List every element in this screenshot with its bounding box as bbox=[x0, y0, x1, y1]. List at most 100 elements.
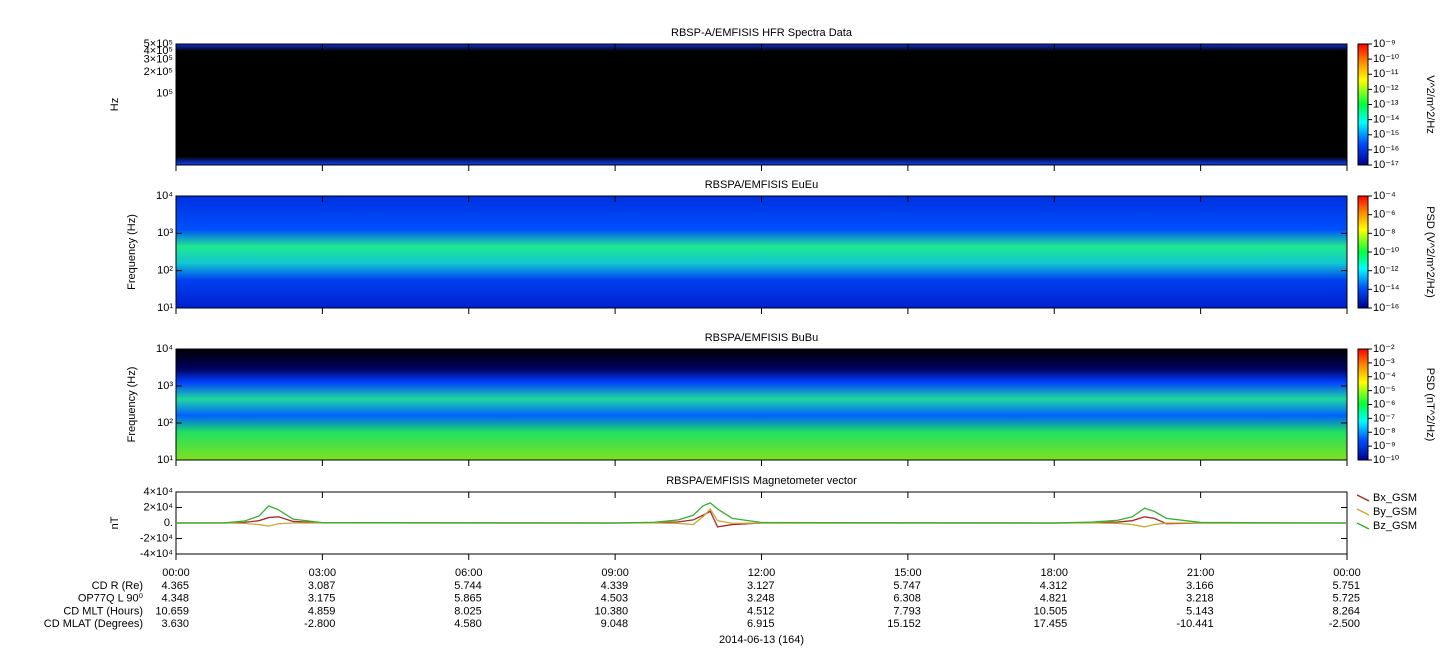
ephemeris-value: -2.500 bbox=[1329, 618, 1360, 630]
ephemeris-value: 9.048 bbox=[601, 618, 629, 630]
y-tick-label: 10⁵ bbox=[156, 88, 173, 100]
ephemeris-value: 5.143 bbox=[1186, 605, 1214, 617]
colorbar-tick-label: 10⁻¹² bbox=[1373, 265, 1399, 277]
y-tick-label: 2×10⁴ bbox=[143, 501, 173, 513]
colorbar-tick-label: 10⁻¹⁶ bbox=[1373, 302, 1399, 314]
y-axis-label: nT bbox=[109, 516, 121, 529]
y-tick-label: 10⁴ bbox=[156, 343, 173, 355]
ephemeris-value: 6.308 bbox=[893, 593, 921, 605]
colorbar-tick-label: 10⁻⁸ bbox=[1373, 426, 1396, 438]
x-tick-label: 18:00 bbox=[1040, 567, 1068, 579]
colorbar-label: PSD (nT^2/Hz) bbox=[1424, 368, 1436, 442]
legend-label: Bz_GSM bbox=[1373, 520, 1417, 532]
panel-title: RBSPA/EMFISIS Magnetometer vector bbox=[666, 475, 857, 487]
legend-swatch bbox=[1356, 508, 1370, 516]
ephemeris-value: 5.725 bbox=[1332, 593, 1360, 605]
y-tick-label: 0. bbox=[164, 517, 173, 529]
y-tick-label: 4×10⁵ bbox=[144, 45, 173, 57]
colorbar-tick-label: 10⁻¹² bbox=[1373, 83, 1399, 95]
colorbar-tick-label: 10⁻¹⁴ bbox=[1373, 283, 1400, 295]
ephemeris-label: CD MLAT (Degrees) bbox=[44, 618, 143, 630]
ephemeris-value: 4.859 bbox=[308, 605, 336, 617]
panel-title: RBSPA/EMFISIS EuEu bbox=[705, 179, 819, 191]
ephemeris-value: 15.152 bbox=[887, 618, 921, 630]
ephemeris-value: 10.659 bbox=[155, 605, 189, 617]
colorbar-tick-label: 10⁻⁴ bbox=[1373, 190, 1396, 202]
ephemeris-value: 3.248 bbox=[747, 593, 775, 605]
ephemeris-value: 5.747 bbox=[893, 580, 921, 592]
ephemeris-value: 4.339 bbox=[601, 580, 629, 592]
y-tick-label: 10³ bbox=[157, 380, 173, 392]
ephemeris-value: 8.264 bbox=[1332, 605, 1360, 617]
ephemeris-value: 17.455 bbox=[1034, 618, 1068, 630]
y-tick-label: 10² bbox=[157, 265, 173, 277]
ephemeris-label: CD MLT (Hours) bbox=[63, 605, 143, 617]
panel-title: RBSPA/EMFISIS BuBu bbox=[705, 332, 819, 344]
ephemeris-value: 5.865 bbox=[454, 593, 482, 605]
ephemeris-value: 3.630 bbox=[161, 618, 189, 630]
colorbar-tick-label: 10⁻³ bbox=[1373, 357, 1395, 369]
ephemeris-value: 3.087 bbox=[308, 580, 336, 592]
x-tick-label: 15:00 bbox=[894, 567, 922, 579]
ephemeris-value: 4.312 bbox=[1040, 580, 1068, 592]
ephemeris-label: OP77Q L 90⁰ bbox=[78, 593, 144, 605]
ephemeris-value: 7.793 bbox=[893, 605, 921, 617]
y-tick-label: 10³ bbox=[157, 227, 173, 239]
colorbar-tick-label: 10⁻¹³ bbox=[1373, 98, 1399, 110]
y-tick-label: 5×10⁵ bbox=[144, 38, 173, 50]
y-axis-label: Frequency (Hz) bbox=[126, 214, 138, 290]
legend-swatch bbox=[1356, 522, 1370, 530]
colorbar-tick-label: 10⁻¹¹ bbox=[1373, 68, 1399, 80]
line-series bbox=[176, 507, 1347, 528]
x-tick-label: 00:00 bbox=[162, 567, 190, 579]
ephemeris-value: -2.800 bbox=[304, 618, 335, 630]
y-tick-label: -2×10⁴ bbox=[140, 532, 173, 544]
x-tick-label: 12:00 bbox=[748, 567, 776, 579]
colorbar-label: V^2/m^2/Hz bbox=[1424, 75, 1436, 134]
y-tick-label: 3×10⁵ bbox=[144, 54, 173, 66]
colorbar bbox=[1357, 195, 1369, 309]
colorbar-tick-label: 10⁻⁷ bbox=[1373, 412, 1395, 424]
x-tick-label: 03:00 bbox=[309, 567, 337, 579]
y-tick-label: 10¹ bbox=[157, 302, 173, 314]
ephemeris-value: 6.915 bbox=[747, 618, 775, 630]
ephemeris-value: 10.505 bbox=[1034, 605, 1068, 617]
ephemeris-value: 3.127 bbox=[747, 580, 775, 592]
ephemeris-value: 4.348 bbox=[161, 593, 189, 605]
colorbar-tick-label: 10⁻⁹ bbox=[1373, 38, 1396, 50]
colorbar-tick-label: 10⁻⁸ bbox=[1373, 227, 1396, 239]
colorbar-tick-label: 10⁻¹⁶ bbox=[1373, 144, 1399, 156]
ephemeris-value: 4.512 bbox=[747, 605, 775, 617]
colorbar-tick-label: 10⁻¹⁵ bbox=[1373, 129, 1399, 141]
x-tick-label: 21:00 bbox=[1187, 567, 1215, 579]
colorbar-tick-label: 10⁻¹⁰ bbox=[1373, 454, 1400, 466]
legend-label: By_GSM bbox=[1373, 506, 1417, 518]
ephemeris-value: 8.025 bbox=[454, 605, 482, 617]
x-tick-label: 00:00 bbox=[1333, 567, 1361, 579]
y-tick-label: 2×10⁵ bbox=[144, 66, 173, 78]
ephemeris-value: -10.441 bbox=[1176, 618, 1213, 630]
y-axis-label: Frequency (Hz) bbox=[126, 367, 138, 443]
colorbar-tick-label: 10⁻² bbox=[1373, 343, 1395, 355]
colorbar-tick-label: 10⁻⁴ bbox=[1373, 371, 1396, 383]
ephemeris-label: CD R (Re) bbox=[92, 580, 143, 592]
colorbar-tick-label: 10⁻¹⁴ bbox=[1373, 114, 1400, 126]
legend-label: Bx_GSM bbox=[1373, 492, 1417, 504]
colorbar bbox=[1357, 43, 1369, 166]
ephemeris-value: 4.821 bbox=[1040, 593, 1068, 605]
spectrogram-backgrounds bbox=[176, 44, 1347, 554]
y-axis-label: Hz bbox=[109, 98, 121, 111]
ephemeris-value: 4.580 bbox=[454, 618, 482, 630]
spectrogram-bubu bbox=[176, 349, 1347, 460]
colorbar-label: PSD (V^2/m^2/Hz) bbox=[1424, 206, 1436, 298]
x-tick-label: 06:00 bbox=[455, 567, 483, 579]
colorbar-tick-label: 10⁻¹⁰ bbox=[1373, 246, 1400, 258]
panel-title: RBSP-A/EMFISIS HFR Spectra Data bbox=[671, 27, 853, 39]
colorbar-tick-label: 10⁻¹⁷ bbox=[1373, 159, 1399, 171]
colorbar-tick-label: 10⁻⁵ bbox=[1373, 385, 1396, 397]
colorbar-tick-label: 10⁻⁶ bbox=[1373, 398, 1396, 410]
ephemeris-value: 3.218 bbox=[1186, 593, 1214, 605]
spectrogram-hfr bbox=[176, 44, 1347, 165]
colorbar-tick-label: 10⁻¹⁰ bbox=[1373, 53, 1400, 65]
